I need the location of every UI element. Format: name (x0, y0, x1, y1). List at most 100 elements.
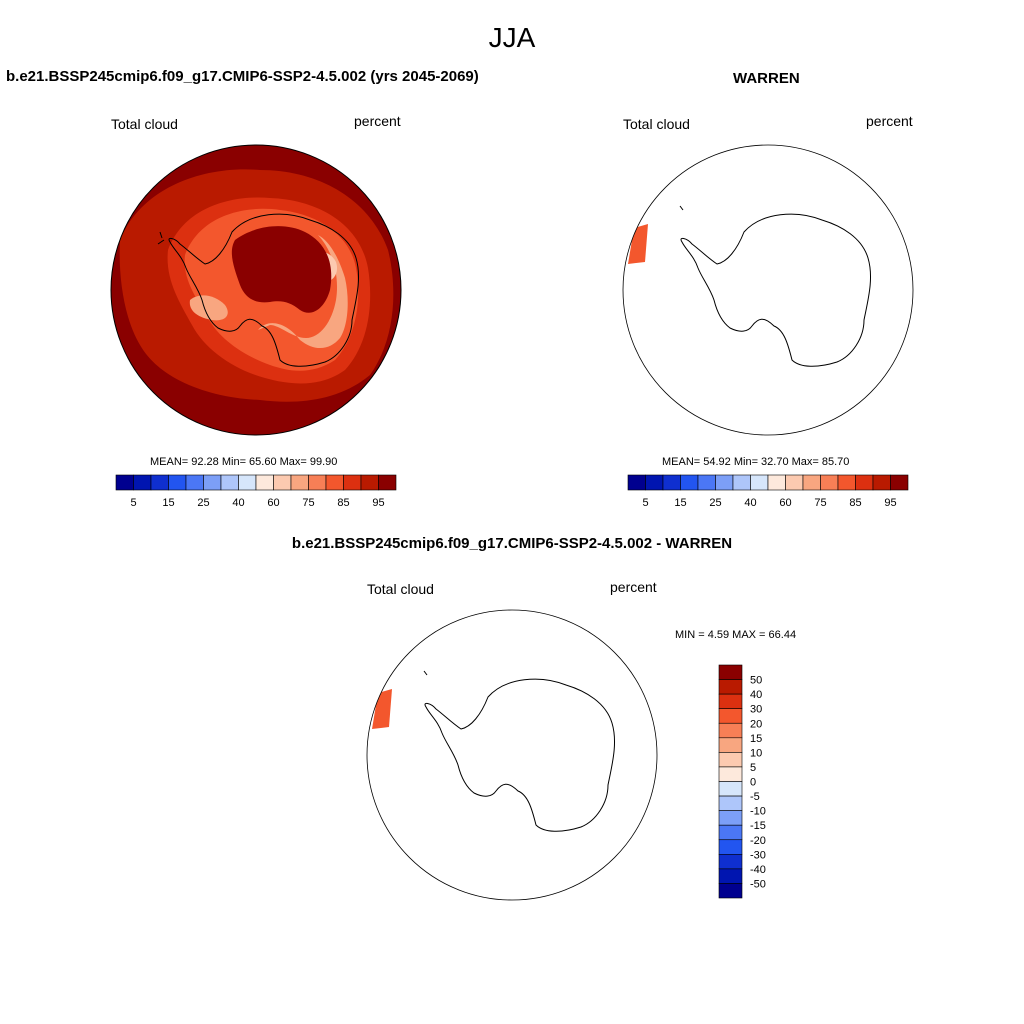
case-colorbar-swatch (273, 474, 292, 491)
obs-colorbar-swatch (680, 474, 699, 491)
obs-map-background (623, 145, 913, 435)
obs-colorbar-swatch (872, 474, 891, 491)
diff-colorbar-swatch (718, 664, 743, 680)
diff-colorbar-swatch (718, 693, 743, 709)
diff-colorbar-tick-label: 5 (750, 762, 756, 774)
obs-colorbar: 5 15 25 40 60 75 85 95 (627, 474, 909, 509)
diff-colorbar-swatch (718, 854, 743, 870)
diff-colorbar-tick-label: 40 (750, 689, 762, 701)
diff-colorbar-swatch (718, 679, 743, 695)
diff-colorbar-swatch (718, 839, 743, 855)
case-colorbar-tick-label: 75 (302, 497, 314, 509)
case-colorbar-swatch (150, 474, 169, 491)
case-colorbar-swatch (220, 474, 239, 491)
case-map (110, 144, 402, 436)
case-colorbar-tick-label: 60 (267, 497, 279, 509)
diff-colorbar-swatch (718, 752, 743, 768)
figure-title: JJA (488, 22, 536, 53)
diff-colorbar-swatch (718, 722, 743, 739)
obs-colorbar-tick-label: 85 (849, 497, 861, 509)
obs-colorbar-swatch (855, 474, 874, 491)
diff-colorbar-tick-label: 20 (750, 718, 762, 730)
obs-colorbar-tick-label: 95 (884, 497, 896, 509)
obs-colorbar-tick-label: 75 (814, 497, 826, 509)
case-colorbar-swatch (290, 474, 309, 491)
case-colorbar-swatch (255, 474, 274, 491)
obs-units-label: percent (866, 113, 913, 129)
diff-stats: MIN = 4.59 MAX = 66.44 (675, 629, 797, 641)
case-colorbar-tick-label: 25 (197, 497, 209, 509)
diff-panel-title: b.e21.BSSP245cmip6.f09_g17.CMIP6-SSP2-4.… (291, 535, 733, 552)
case-cloud-west-lobe (189, 295, 228, 321)
obs-colorbar-swatch (662, 474, 681, 491)
diff-colorbar-tick-label: -40 (750, 864, 766, 876)
case-colorbar-swatch (115, 474, 134, 491)
case-stats: MEAN= 92.28 Min= 65.60 Max= 99.90 (150, 456, 338, 468)
diff-colorbar-tick-label: -30 (750, 849, 766, 861)
obs-colorbar-tick-label: 60 (779, 497, 791, 509)
diff-colorbar-tick-label: -5 (750, 791, 760, 803)
diff-colorbar-tick-label: 0 (750, 777, 756, 789)
diff-colorbar-swatch (718, 708, 743, 724)
diff-colorbar-tick-label: 50 (750, 675, 762, 687)
obs-colorbar-swatch (767, 474, 786, 491)
case-colorbar-swatch (203, 474, 222, 491)
case-panel-title: b.e21.BSSP245cmip6.f09_g17.CMIP6-SSP2-4.… (6, 68, 479, 85)
case-colorbar: 5 15 25 40 60 75 85 95 (115, 474, 397, 509)
diff-colorbar-swatch (718, 795, 743, 811)
diff-colorbar-swatch (718, 737, 743, 753)
obs-colorbar-tick-label: 40 (744, 497, 756, 509)
case-map-island (157, 231, 165, 245)
case-colorbar-swatch (378, 474, 397, 491)
case-colorbar-swatch (168, 474, 187, 491)
obs-panel-title: WARREN (733, 70, 800, 87)
diff-map-background (367, 610, 657, 900)
obs-stats: MEAN= 54.92 Min= 32.70 Max= 85.70 (662, 456, 850, 468)
diff-colorbar-tick-label: -10 (750, 806, 766, 818)
obs-colorbar-swatch (732, 474, 751, 491)
diff-colorbar-tick-label: -15 (750, 820, 766, 832)
case-colorbar-swatch (360, 474, 379, 491)
case-colorbar-tick-label: 85 (337, 497, 349, 509)
diff-colorbar-tick-label: 15 (750, 733, 762, 745)
diff-colorbar-swatch (718, 781, 743, 797)
case-colorbar-swatch (308, 474, 327, 491)
case-map-border (110, 144, 402, 436)
obs-colorbar-tick-label: 15 (674, 497, 686, 509)
diff-units-label: percent (610, 579, 657, 595)
obs-map-border (622, 144, 914, 436)
diff-colorbar-tick-label: 10 (750, 747, 762, 759)
diff-colorbar-tick-label: 30 (750, 704, 762, 716)
diff-map-border (366, 609, 658, 901)
obs-variable-label: Total cloud (623, 116, 690, 132)
case-colorbar-tick-label: 5 (130, 497, 136, 509)
diff-colorbar-tick-label: -20 (750, 835, 766, 847)
obs-colorbar-swatch (750, 474, 769, 491)
case-colorbar-swatch (238, 474, 257, 491)
obs-colorbar-tick-label: 25 (709, 497, 721, 509)
case-colorbar-swatch (133, 474, 152, 491)
case-cloud-band-low (258, 235, 348, 349)
obs-colorbar-swatch (715, 474, 734, 491)
obs-colorbar-swatch (820, 474, 839, 491)
case-colorbar-swatch (185, 474, 204, 491)
diff-colorbar-tick-label: -50 (750, 878, 766, 890)
diff-variable-label: Total cloud (367, 581, 434, 597)
diff-map (366, 609, 658, 901)
obs-colorbar-swatch (645, 474, 664, 491)
diff-colorbar-swatch (718, 766, 743, 782)
obs-colorbar-tick-label: 5 (642, 497, 648, 509)
obs-colorbar-swatch (627, 474, 646, 491)
case-cloud-plateau (231, 226, 332, 313)
case-colorbar-swatch (325, 474, 344, 491)
obs-colorbar-swatch (890, 474, 909, 491)
case-colorbar-swatch (343, 474, 362, 491)
obs-colorbar-swatch (802, 474, 821, 491)
obs-colorbar-swatch (837, 474, 856, 491)
case-colorbar-tick-label: 95 (372, 497, 384, 509)
case-units-label: percent (354, 113, 401, 129)
case-colorbar-tick-label: 15 (162, 497, 174, 509)
diff-colorbar-swatch (718, 883, 743, 899)
